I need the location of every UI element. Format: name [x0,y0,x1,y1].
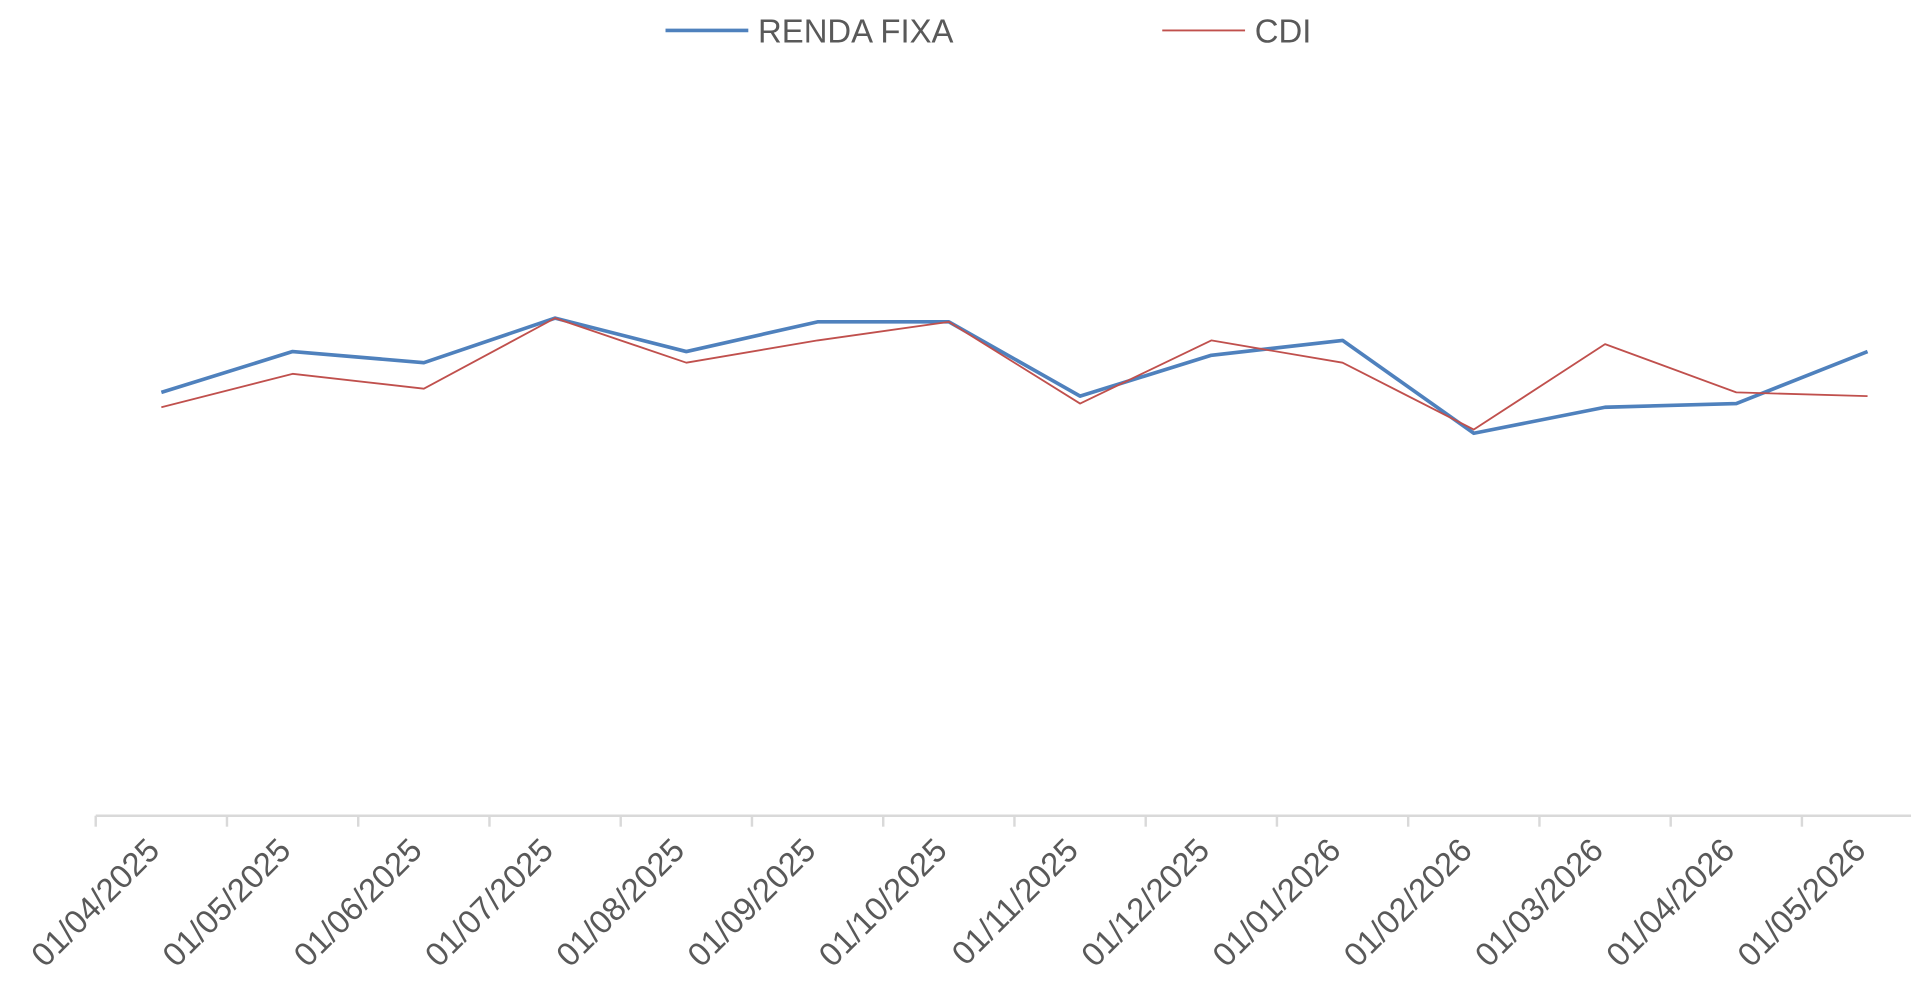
legend-label: CDI [1255,13,1312,50]
x-tick-label: 01/12/2025 [1074,831,1216,973]
x-tick-label: 01/02/2026 [1336,831,1478,973]
series-line [161,317,1868,431]
x-tick-label: 01/05/2025 [155,831,297,973]
x-tick-label: 01/04/2025 [24,831,166,973]
x-tick-label: 01/04/2026 [1599,831,1741,973]
x-tick-label: 01/08/2025 [549,831,691,973]
x-tick-label: 01/06/2025 [286,831,428,973]
series-line [160,316,1869,436]
x-tick-label: 01/11/2025 [944,831,1085,972]
x-tick-label: 01/05/2026 [1730,831,1872,973]
x-tick-label: 01/07/2025 [418,831,560,973]
x-tick-label: 01/10/2025 [811,831,953,973]
x-tick-label: 01/03/2026 [1468,831,1610,973]
legend-label: RENDA FIXA [758,13,953,50]
x-tick-label: 01/01/2026 [1205,831,1347,973]
x-tick-label: 01/09/2025 [680,831,822,973]
